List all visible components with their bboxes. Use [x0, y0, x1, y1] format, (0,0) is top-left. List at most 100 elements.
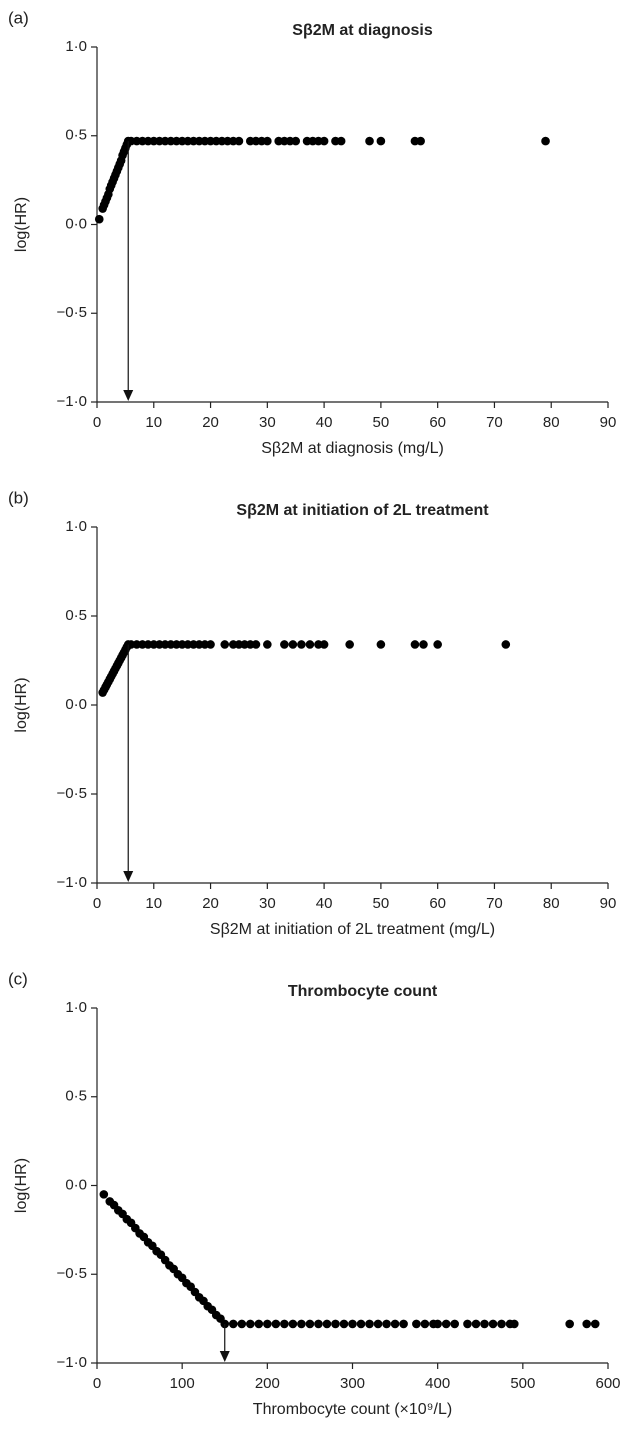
y-axis-label: log(HR)	[13, 677, 30, 732]
data-point	[590, 1319, 600, 1329]
data-point	[510, 1319, 519, 1329]
data-point	[331, 1319, 340, 1329]
data-point	[501, 640, 511, 649]
data-point	[336, 136, 346, 146]
data-point	[263, 1319, 272, 1329]
y-tick-label: 0·0	[65, 1176, 87, 1193]
x-axis-label: Sβ2M at diagnosis (mg/L)	[261, 440, 444, 457]
chart-title: Sβ2M at initiation of 2L treatment	[236, 502, 489, 519]
data-point	[541, 136, 550, 146]
y-tick-label: 0·5	[65, 607, 87, 624]
y-tick-label: 0·0	[65, 215, 87, 232]
data-point	[376, 640, 386, 649]
data-point	[237, 1319, 247, 1329]
x-tick-label: 40	[316, 895, 333, 912]
data-point	[319, 136, 329, 146]
y-tick-label: 1·0	[65, 518, 87, 535]
data-point	[433, 640, 442, 649]
x-tick-label: 50	[373, 414, 390, 431]
data-point	[94, 214, 104, 224]
data-point	[314, 1319, 323, 1329]
x-tick-label: 80	[543, 895, 560, 912]
y-tick-label: 1·0	[65, 999, 87, 1016]
data-point	[450, 1319, 460, 1329]
x-tick-label: 20	[202, 414, 219, 431]
chart-title: Sβ2M at diagnosis	[292, 22, 433, 39]
x-tick-label: 70	[486, 895, 503, 912]
data-point	[206, 640, 215, 649]
data-point	[319, 640, 329, 649]
cutoff-arrowhead	[219, 1351, 230, 1362]
x-axis-label: Thrombocyte count (×10⁹/L)	[253, 1401, 452, 1418]
x-tick-label: 80	[543, 414, 560, 431]
x-tick-label: 10	[145, 414, 162, 431]
data-point	[254, 1319, 264, 1329]
data-point	[251, 640, 261, 649]
x-tick-label: 0	[93, 1375, 101, 1392]
data-point	[220, 640, 230, 649]
data-point	[288, 1319, 298, 1329]
data-point	[441, 1319, 451, 1329]
x-tick-label: 30	[259, 895, 276, 912]
data-point	[416, 136, 425, 146]
data-point	[419, 640, 428, 649]
x-tick-label: 100	[170, 1375, 195, 1392]
data-point	[297, 640, 306, 649]
data-point	[99, 1190, 109, 1199]
y-tick-label: 0·5	[65, 127, 87, 144]
data-point	[365, 1319, 374, 1329]
data-point	[288, 640, 298, 649]
y-tick-label: −0·5	[57, 1265, 87, 1282]
x-tick-label: 50	[373, 895, 390, 912]
data-point	[228, 1319, 238, 1329]
data-point	[280, 1319, 289, 1329]
x-axis-label: Sβ2M at initiation of 2L treatment (mg/L…	[210, 921, 495, 938]
y-tick-label: −1·0	[57, 393, 87, 410]
x-tick-label: 40	[316, 414, 333, 431]
data-point	[410, 640, 420, 649]
y-tick-label: 0·5	[65, 1088, 87, 1105]
data-point	[345, 640, 354, 649]
x-tick-label: 0	[93, 414, 101, 431]
x-tick-label: 600	[595, 1375, 620, 1392]
cutoff-arrowhead	[123, 390, 134, 401]
data-point	[246, 1319, 255, 1329]
chart-title: Thrombocyte count	[288, 983, 438, 1000]
data-point	[291, 136, 301, 146]
x-tick-label: 70	[486, 414, 503, 431]
data-point	[373, 1319, 383, 1329]
y-axis-label: log(HR)	[13, 197, 30, 252]
y-tick-label: −1·0	[57, 1354, 87, 1371]
data-point	[412, 1319, 421, 1329]
data-point	[271, 1319, 281, 1329]
data-point	[322, 1319, 332, 1329]
x-tick-label: 400	[425, 1375, 450, 1392]
data-point	[582, 1319, 592, 1329]
cutoff-arrowhead	[123, 871, 134, 882]
x-tick-label: 200	[255, 1375, 280, 1392]
data-point	[348, 1319, 357, 1329]
x-tick-label: 90	[600, 895, 617, 912]
data-point	[280, 640, 289, 649]
data-point	[565, 1319, 574, 1329]
data-point	[365, 136, 374, 146]
x-tick-label: 90	[600, 414, 617, 431]
y-axis-label: log(HR)	[13, 1158, 30, 1213]
data-point	[297, 1319, 306, 1329]
data-point	[420, 1319, 430, 1329]
x-tick-label: 0	[93, 895, 101, 912]
data-point	[488, 1319, 498, 1329]
data-point	[471, 1319, 481, 1329]
y-tick-label: −1·0	[57, 874, 87, 891]
y-tick-label: −0·5	[57, 304, 87, 321]
data-point	[305, 1319, 315, 1329]
y-tick-label: −0·5	[57, 785, 87, 802]
x-tick-label: 300	[340, 1375, 365, 1392]
data-point	[356, 1319, 366, 1329]
data-point	[382, 1319, 391, 1329]
data-point	[234, 136, 244, 146]
x-tick-label: 10	[145, 895, 162, 912]
data-point	[263, 640, 272, 649]
data-point	[399, 1319, 408, 1329]
